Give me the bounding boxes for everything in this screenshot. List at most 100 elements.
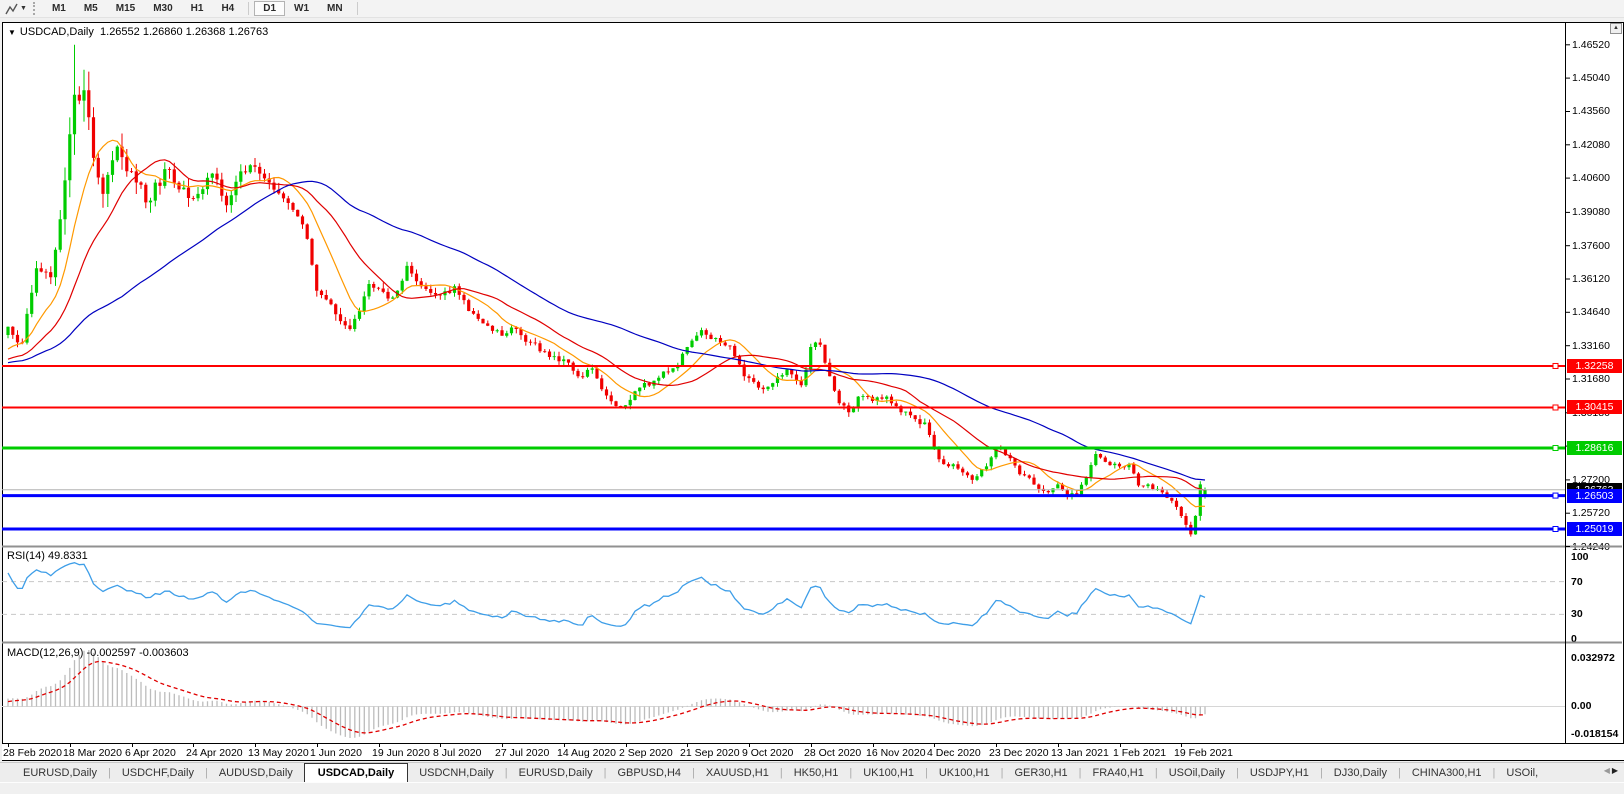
price-line-tag[interactable]: 1.26503 [1567,489,1622,503]
tab-separator: | [1235,767,1239,779]
macd-indicator-label: MACD(12,26,9) -0.002597 -0.003603 [7,647,189,659]
date-label: 28 Oct 2020 [804,747,862,759]
date-tick [1181,744,1182,747]
bull-candle-wicks [7,44,1206,535]
timeframe-button-d1[interactable]: D1 [254,1,286,16]
price-tick-label: 1.25720 [1572,507,1610,519]
date-label: 28 Feb 2020 [3,747,62,759]
tab-scroll-left-icon[interactable]: ◀ [1603,766,1612,775]
date-label: 19 Jun 2020 [372,747,430,759]
price-line-tag[interactable]: 1.32258 [1567,359,1622,373]
tab-china300-h1[interactable]: CHINA300,H1 [1411,767,1482,779]
tab-usdcad-daily[interactable]: USDCAD,Daily [303,763,409,782]
timeframe-button-m1[interactable]: M1 [51,3,66,14]
date-tick [996,744,997,747]
cursor-tool-dropdown-icon[interactable]: ▼ [20,5,27,12]
rsi-line [7,562,1206,629]
tab-separator: | [1397,767,1401,779]
date-label: 19 Feb 2021 [1174,747,1233,759]
price-line-tag[interactable]: 1.25019 [1567,522,1622,536]
tab-eurusd-daily[interactable]: EURUSD,Daily [23,767,97,779]
rsi-scale-label: 100 [1571,551,1589,563]
date-tick [317,744,318,747]
tab-hk50-h1[interactable]: HK50,H1 [793,767,839,779]
tab-scroll-arrows: ◀▶ [1601,764,1622,777]
tab-separator: | [1492,767,1496,779]
main-price-panel [6,44,1207,537]
tab-scroll-right-icon[interactable]: ▶ [1611,766,1620,775]
price-tick-label: 1.37600 [1572,240,1610,252]
rsi-scale-label: 70 [1571,576,1583,588]
bull-candle-bodies [6,90,1207,535]
macd-histogram [7,650,1206,738]
timeframe-buttons: M1 M5 M15 M30 H1 H4 D1 W1 MN [43,1,363,16]
date-label: 1 Feb 2021 [1113,747,1167,759]
ma-fast [7,139,1206,508]
line-handle [1552,492,1559,499]
tab-separator: | [107,767,111,779]
tab-usdjpy-h1[interactable]: USDJPY,H1 [1249,767,1309,779]
date-tick [811,744,812,747]
date-axis: 28 Feb 2020 18 Mar 2020 6 Apr 2020 24 Apr 2… [2,743,1624,760]
date-tick [749,744,750,747]
toolbar-separator [248,2,250,15]
macd-scale-label: -0.018154 [1571,728,1619,740]
cursor-tool-icon[interactable] [3,1,20,16]
ma-slow [7,180,1206,481]
tab-usdchf-daily[interactable]: USDCHF,Daily [121,767,194,779]
tab-xauusd-h1[interactable]: XAUUSD,H1 [705,767,769,779]
tab-separator: | [603,767,607,779]
date-label: 2 Sep 2020 [619,747,673,759]
timeframe-button-m5[interactable]: M5 [83,3,98,14]
price-tick-label: 1.46520 [1572,39,1610,51]
date-tick [934,744,935,747]
date-tick [502,744,503,747]
chart-scroll-up-button[interactable]: ▲ [1610,23,1622,34]
date-label: 18 Mar 2020 [63,747,122,759]
bear-candle-wicks [12,71,1192,537]
tab-uk100-h1[interactable]: UK100,H1 [863,767,914,779]
timeframe-button-h4[interactable]: H4 [221,3,235,14]
ma-medium [7,159,1206,491]
tab-usoil-daily[interactable]: USOil,Daily [1168,767,1225,779]
tab-ger30-h1[interactable]: GER30,H1 [1014,767,1068,779]
tab-usoil-[interactable]: USOil, [1506,767,1539,779]
price-tick-label: 1.39080 [1572,206,1610,218]
tab-fra40-h1[interactable]: FRA40,H1 [1092,767,1144,779]
timeframe-button-m15[interactable]: M15 [115,3,136,14]
toolbar-separator [356,2,358,15]
date-label: 13 May 2020 [248,747,309,759]
macd-scale-label: 0.032972 [1571,652,1615,664]
macd-scale-label: 0.00 [1571,700,1592,712]
tab-dj30-daily[interactable]: DJ30,Daily [1333,767,1387,779]
tab-uk100-h1[interactable]: UK100,H1 [938,767,990,779]
macd-panel [2,650,1565,738]
chart-menu-icon[interactable]: ▼ [8,28,16,37]
tab-separator: | [924,767,928,779]
timeframe-button-mn[interactable]: MN [327,3,343,14]
price-line-tag[interactable]: 1.28616 [1567,441,1622,455]
toolbar-grip[interactable] [32,2,37,15]
price-line-tag[interactable]: 1.30415 [1567,400,1622,414]
price-tick-label: 1.42080 [1572,139,1610,151]
timeframe-button-m30[interactable]: M30 [153,3,173,14]
date-label: 6 Apr 2020 [125,747,176,759]
date-label: 21 Sep 2020 [680,747,740,759]
date-tick [8,744,9,747]
chart-canvas[interactable] [2,22,1622,743]
tab-gbpusd-h4[interactable]: GBPUSD,H4 [617,767,682,779]
date-label: 14 Aug 2020 [557,747,616,759]
date-tick [626,744,627,747]
date-label: 23 Dec 2020 [989,747,1049,759]
tab-eurusd-daily[interactable]: EURUSD,Daily [518,767,593,779]
rsi-indicator-label: RSI(14) 49.8331 [7,550,88,562]
tab-audusd-daily[interactable]: AUDUSD,Daily [218,767,293,779]
timeframe-button-h1[interactable]: H1 [190,3,204,14]
date-tick [687,744,688,747]
date-label: 16 Nov 2020 [866,747,926,759]
tab-separator: | [1319,767,1323,779]
date-tick [873,744,874,747]
date-label: 13 Jan 2021 [1051,747,1109,759]
tab-usdcnh-daily[interactable]: USDCNH,Daily [419,767,494,779]
timeframe-button-w1[interactable]: W1 [294,3,310,14]
